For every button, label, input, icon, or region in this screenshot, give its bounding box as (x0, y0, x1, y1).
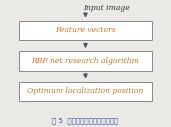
Text: Feature vectors: Feature vectors (55, 27, 116, 34)
Text: Optimum localization position: Optimum localization position (27, 88, 144, 95)
Text: 图 5  定位算法中模式定位流程图: 图 5 定位算法中模式定位流程图 (52, 117, 119, 124)
Text: RBF net research algorithm: RBF net research algorithm (32, 57, 139, 65)
FancyBboxPatch shape (19, 51, 152, 71)
FancyBboxPatch shape (19, 21, 152, 40)
FancyBboxPatch shape (19, 82, 152, 101)
Text: Input image: Input image (83, 4, 129, 12)
